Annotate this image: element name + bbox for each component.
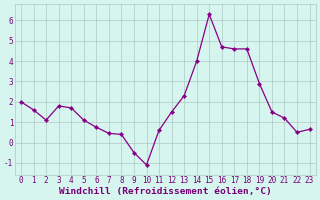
X-axis label: Windchill (Refroidissement éolien,°C): Windchill (Refroidissement éolien,°C) [59, 187, 272, 196]
